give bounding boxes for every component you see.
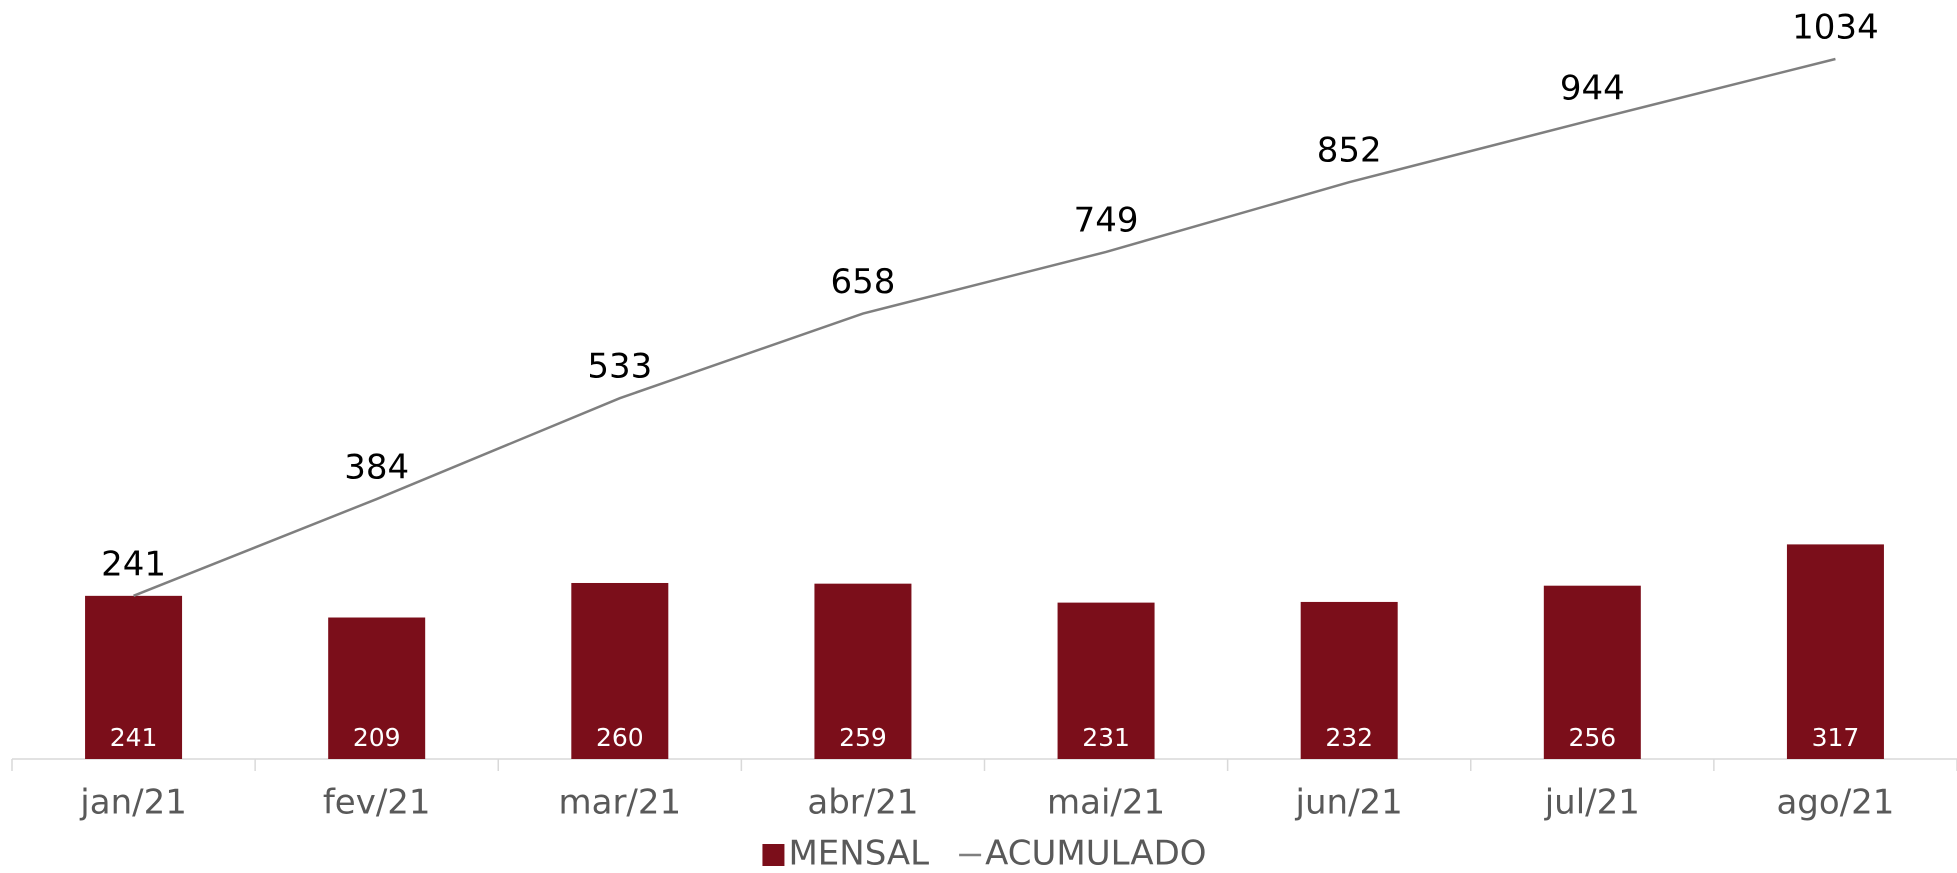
bar [1300, 601, 1398, 759]
legend-marker [762, 844, 785, 866]
x-tick-label: mar/21 [558, 783, 681, 823]
bar-value-label: 231 [1082, 723, 1130, 752]
line-value-label: 241 [101, 544, 166, 584]
x-tick-label: ago/21 [1776, 783, 1894, 823]
x-tick-label: fev/21 [323, 783, 431, 823]
bar-value-label: 317 [1812, 723, 1860, 752]
line-value-label: 749 [1074, 200, 1139, 240]
line-value-label: 533 [587, 347, 652, 387]
bar [1786, 544, 1884, 759]
bar [85, 595, 183, 759]
x-tick-label: jan/21 [79, 783, 187, 823]
legend-label: MENSAL [788, 834, 929, 873]
line-value-label: 384 [344, 448, 409, 488]
x-tick-label: jul/21 [1544, 783, 1640, 823]
bar-value-label: 232 [1325, 723, 1373, 752]
bar [571, 582, 669, 759]
bar-value-label: 259 [839, 723, 887, 752]
bar [1057, 602, 1155, 759]
x-tick-label: jun/21 [1295, 783, 1403, 823]
line-value-label: 1034 [1792, 8, 1879, 48]
legend-label: ACUMULADO [985, 834, 1206, 873]
line-value-label: 852 [1317, 131, 1382, 171]
legend: MENSAL ACUMULADO [762, 834, 1207, 873]
bar [814, 583, 912, 759]
x-tick-label: abr/21 [807, 783, 918, 823]
bar [1543, 585, 1641, 759]
bar-value-label: 241 [110, 723, 158, 752]
bar [328, 617, 426, 759]
bar-value-label: 260 [596, 723, 644, 752]
line [133, 57, 1836, 598]
bar-value-label: 209 [353, 723, 401, 752]
bar-value-label: 256 [1568, 723, 1616, 752]
x-tick-label: mai/21 [1047, 783, 1165, 823]
line-value-label: 944 [1560, 68, 1625, 108]
line-value-label: 658 [830, 262, 895, 302]
